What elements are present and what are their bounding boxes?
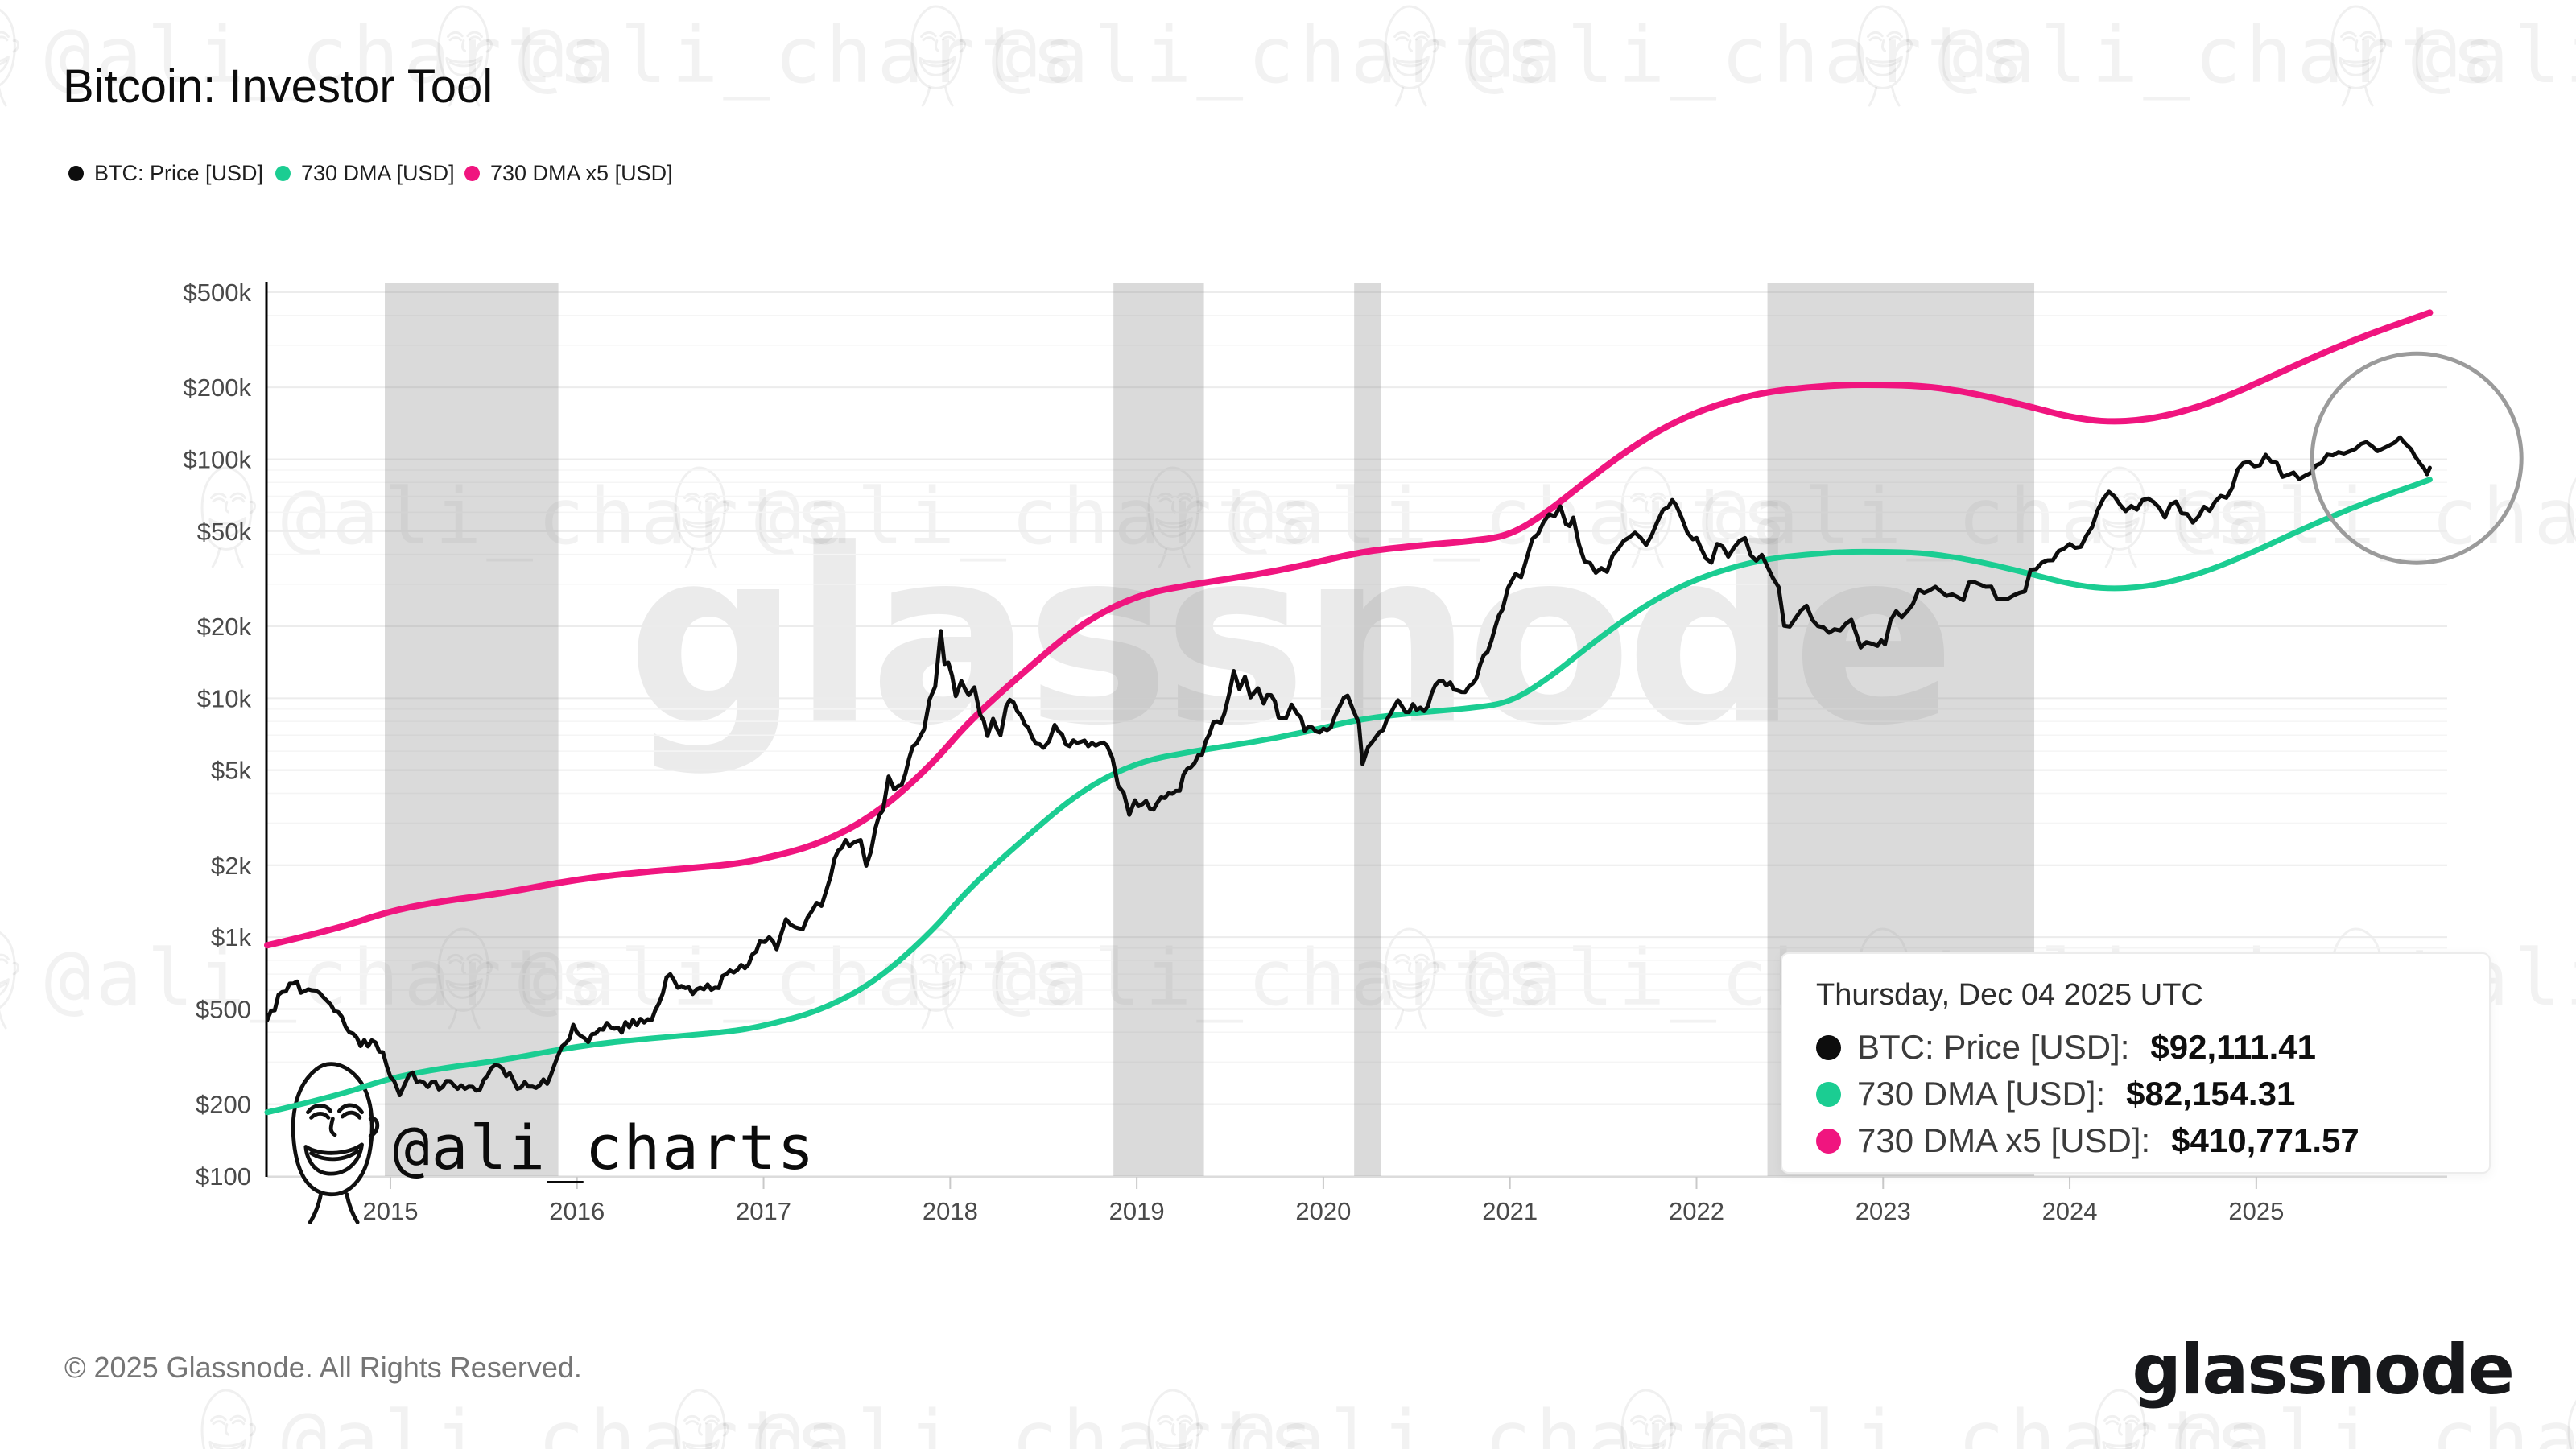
series-line-730dma[interactable] xyxy=(264,477,2433,1116)
page-title: Bitcoin: Investor Tool xyxy=(63,60,493,113)
watermark-text: @ali_charts xyxy=(1228,1394,1793,1449)
y-axis-tick-label: $200k xyxy=(184,374,252,402)
watermark-tile: @ali_charts xyxy=(666,1385,1319,1449)
x-axis-tick-label: 2024 xyxy=(2042,1197,2098,1225)
tooltip-dot-black xyxy=(1816,1034,1841,1060)
tooltip-label: 730 DMA [USD]: xyxy=(1857,1075,2106,1113)
watermark-text: @ali_charts xyxy=(281,472,846,562)
highlight-band xyxy=(385,283,559,1177)
x-axis-tick-label: 2021 xyxy=(1482,1197,1538,1225)
legend-dot-pink xyxy=(464,166,480,181)
legend-label: BTC: Price [USD] xyxy=(94,161,264,185)
tooltip-date: Thursday, Dec 04 2025 UTC xyxy=(1816,978,2203,1012)
watermark-text: @ali_charts xyxy=(754,472,1319,562)
watermark-text: @ali_charts xyxy=(754,1394,1319,1449)
legend-label: 730 DMA x5 [USD] xyxy=(490,161,673,185)
y-axis-tick-label: $500 xyxy=(196,996,251,1024)
watermark-text: @ali_charts xyxy=(44,10,609,101)
watermark-text: @ali_charts xyxy=(1701,472,2266,562)
tooltip-value: $92,111.41 xyxy=(2150,1028,2316,1066)
x-axis-tick-label: 2016 xyxy=(549,1197,605,1225)
tooltip-value: $410,771.57 xyxy=(2171,1121,2359,1159)
annotation-circle xyxy=(2310,351,2524,565)
legend-dot-black xyxy=(68,166,84,181)
watermark-tile: @ali_charts xyxy=(192,1385,846,1449)
tooltip-dot-pink xyxy=(1816,1128,1841,1154)
watermark-tile: @ali_charts xyxy=(1139,1385,1793,1449)
tooltip-row-730dma: 730 DMA [USD]: $82,154.31 xyxy=(1816,1071,2455,1117)
watermark-text: @ali_charts xyxy=(1938,10,2503,101)
watermark-tile: @ali_charts xyxy=(1139,463,1793,571)
x-axis-tick-label: 2019 xyxy=(1109,1197,1165,1225)
watermark-tile: @ali_charts xyxy=(1849,2,2503,109)
y-axis-tick-label: $50k xyxy=(197,518,252,546)
y-axis-tick-label: $10k xyxy=(197,684,252,712)
series-line-btc-price[interactable] xyxy=(265,435,2432,1098)
x-axis-tick-label: 2020 xyxy=(1295,1197,1351,1225)
glassnode-logo: glassnode xyxy=(2132,1330,2515,1410)
y-axis-tick-label: $200 xyxy=(196,1091,251,1119)
tooltip-label: BTC: Price [USD]: xyxy=(1857,1028,2130,1066)
watermark-text: @ali_charts xyxy=(281,1394,846,1449)
watermark-text: @ali_charts xyxy=(518,10,1083,101)
y-axis-tick-label: $20k xyxy=(197,613,252,641)
watermark-tile: @ali_charts xyxy=(1612,1385,2266,1449)
watermark-text: @ali_charts xyxy=(991,10,1556,101)
watermark-tile: @ali_charts xyxy=(2086,463,2576,571)
watermark-tile: @ali_charts xyxy=(429,2,1083,109)
watermark-text: @ali_charts xyxy=(1464,10,2029,101)
x-axis-tick-label: 2018 xyxy=(923,1197,978,1225)
watermark-text: @ali_charts xyxy=(1228,472,1793,562)
y-axis-tick-label: $5k xyxy=(211,757,251,785)
y-axis-tick-label: $500k xyxy=(184,279,252,307)
watermark-tile: @ali_charts xyxy=(1612,463,2266,571)
series-line-730dma-x5[interactable] xyxy=(264,309,2434,949)
tooltip-dot-green xyxy=(1816,1081,1841,1107)
x-axis-tick-label: 2017 xyxy=(736,1197,791,1225)
y-axis-tick-label: $2k xyxy=(211,852,251,880)
x-axis-tick-label: 2023 xyxy=(1856,1197,1911,1225)
highlight-band xyxy=(1113,283,1204,1177)
ali-charts-handle-logo: @ali_charts xyxy=(393,1112,815,1183)
watermark-text: @ali_charts xyxy=(2174,472,2576,562)
watermark-tile: @ali_charts xyxy=(902,2,1556,109)
x-axis-tick-label: 2015 xyxy=(362,1197,418,1225)
legend-item-730dma-x5[interactable]: 730 DMA x5 [USD] xyxy=(464,161,673,186)
copyright-text: © 2025 Glassnode. All Rights Reserved. xyxy=(64,1351,582,1384)
y-axis-tick-label: $100 xyxy=(196,1162,251,1191)
y-axis-tick-label: $1k xyxy=(211,923,251,952)
tooltip-row-btc-price: BTC: Price [USD]: $92,111.41 xyxy=(1816,1024,2455,1071)
watermark-tile: @ali_charts xyxy=(2322,2,2576,109)
watermark-text: @ali_charts xyxy=(2174,1394,2576,1449)
y-axis-tick-label: $100k xyxy=(184,445,252,473)
watermark-tile: @ali_charts xyxy=(192,463,846,571)
ali-charts-face-logo xyxy=(293,1064,378,1223)
legend-dot-green xyxy=(275,166,291,181)
watermark-tile: @ali_charts xyxy=(2086,1385,2576,1449)
watermark-text: @ali_charts xyxy=(1701,1394,2266,1449)
watermark-tile: @ali_charts xyxy=(666,463,1319,571)
legend-item-730dma[interactable]: 730 DMA [USD] xyxy=(275,161,455,186)
legend-label: 730 DMA [USD] xyxy=(301,161,455,185)
tooltip-value: $82,154.31 xyxy=(2126,1075,2296,1113)
x-axis-tick-label: 2025 xyxy=(2228,1197,2284,1225)
watermark-text: @ali_charts xyxy=(2411,10,2576,101)
legend-item-btc-price[interactable]: BTC: Price [USD] xyxy=(68,161,263,186)
x-axis-tick-label: 2022 xyxy=(1669,1197,1724,1225)
watermark-tile: @ali_charts xyxy=(1376,2,2029,109)
tooltip-row-730dma-x5: 730 DMA x5 [USD]: $410,771.57 xyxy=(1816,1117,2455,1164)
watermark-tile: @ali_charts xyxy=(0,2,609,109)
chart-tooltip: Thursday, Dec 04 2025 UTC BTC: Price [US… xyxy=(1781,952,2491,1174)
tooltip-label: 730 DMA x5 [USD]: xyxy=(1857,1121,2151,1159)
